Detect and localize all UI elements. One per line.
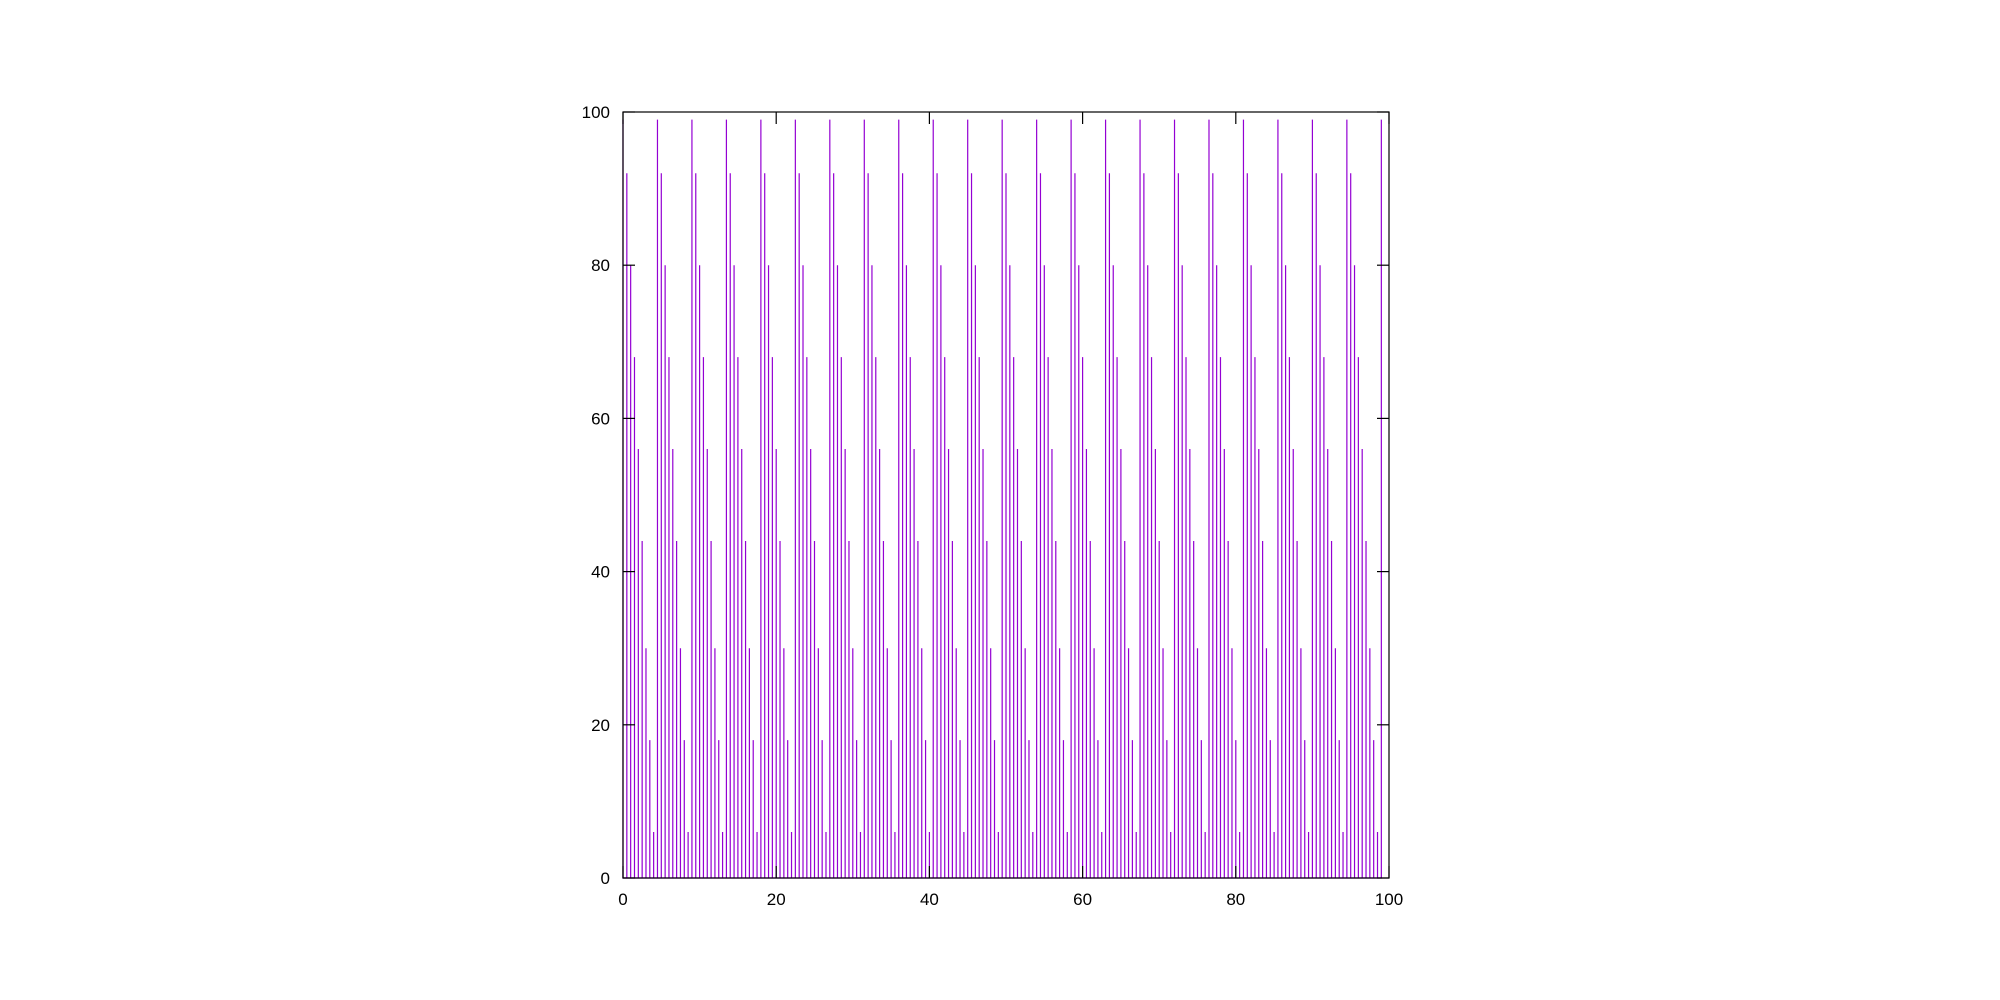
y-tick-label: 100 xyxy=(582,103,610,122)
x-tick-label: 40 xyxy=(920,890,939,909)
plot-frame xyxy=(622,111,1390,879)
y-tick-label: 60 xyxy=(591,409,610,428)
label-layer: 0 20 40 60 80 100 0 20 40 60 80 100 xyxy=(582,103,1404,909)
x-tick-label: 100 xyxy=(1375,890,1403,909)
x-tick-label: 80 xyxy=(1226,890,1245,909)
series-line xyxy=(622,119,1382,879)
x-tick-label: 60 xyxy=(1073,890,1092,909)
y-tick-label: 20 xyxy=(591,716,610,735)
y-tick-label: 0 xyxy=(601,869,610,888)
x-tick-label: 0 xyxy=(618,890,627,909)
y-tick-label: 40 xyxy=(591,563,610,582)
series-layer xyxy=(622,119,1382,879)
tick-layer xyxy=(622,111,1390,879)
x-tick-label: 20 xyxy=(767,890,786,909)
y-tick-label: 80 xyxy=(591,256,610,275)
